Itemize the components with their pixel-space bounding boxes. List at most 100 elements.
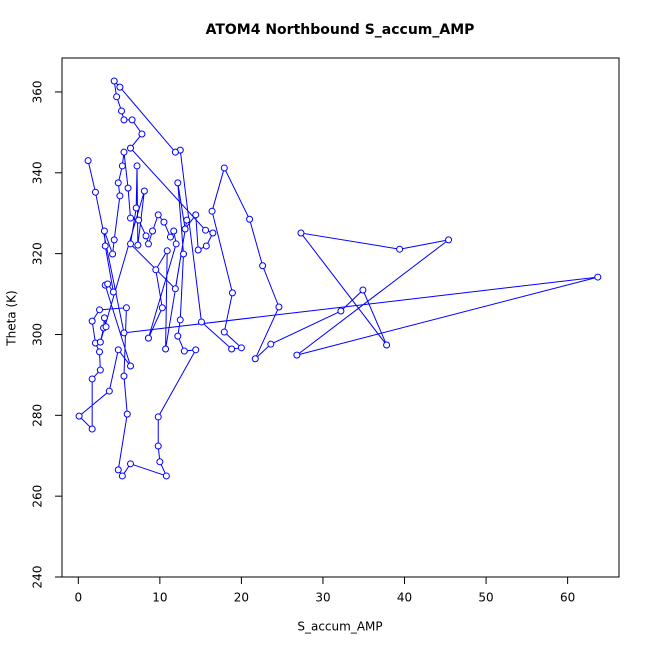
y-tick-label: 240 — [31, 566, 45, 589]
x-tick-label: 10 — [152, 591, 167, 605]
y-tick-label: 260 — [31, 485, 45, 508]
data-point — [100, 227, 108, 235]
data-point — [160, 218, 168, 226]
data-point — [96, 348, 104, 356]
data-point — [149, 227, 157, 235]
data-point — [120, 372, 128, 380]
x-tick-label: 40 — [397, 591, 412, 605]
y-tick-label: 360 — [31, 81, 45, 104]
data-point — [228, 289, 236, 297]
x-tick-label: 50 — [478, 591, 493, 605]
data-point — [127, 214, 135, 222]
data-point — [135, 216, 143, 224]
data-point — [170, 227, 178, 235]
data-point — [156, 458, 164, 466]
data-point — [105, 387, 113, 395]
data-point — [96, 366, 104, 374]
data-point — [110, 236, 118, 244]
data-point — [275, 303, 283, 311]
data-point — [104, 280, 112, 288]
y-tick-label: 280 — [31, 404, 45, 427]
data-point — [88, 317, 96, 325]
plot-frame — [61, 57, 620, 578]
data-point — [172, 240, 180, 248]
data-point — [120, 148, 128, 156]
data-point — [133, 162, 141, 170]
data-point — [127, 144, 135, 152]
data-point — [118, 472, 126, 480]
data-point — [171, 285, 179, 293]
data-point — [202, 226, 210, 234]
data-point — [96, 338, 104, 346]
data-point — [267, 340, 275, 348]
data-point — [122, 304, 130, 312]
data-point — [114, 179, 122, 187]
data-point — [134, 241, 142, 249]
data-point — [297, 229, 305, 237]
data-point — [220, 164, 228, 172]
x-tick-label: 0 — [74, 591, 82, 605]
data-point — [197, 318, 205, 326]
data-point — [396, 245, 404, 253]
data-point — [180, 347, 188, 355]
data-point — [246, 215, 254, 223]
data-point — [220, 328, 228, 336]
data-point — [259, 262, 267, 270]
data-point — [109, 288, 117, 296]
data-point — [237, 344, 245, 352]
data-point — [594, 273, 602, 281]
data-point — [140, 187, 148, 195]
data-point — [174, 332, 182, 340]
chart-title: ATOM4 Northbound S_accum_AMP — [206, 22, 475, 38]
x-tick-label: 20 — [234, 591, 249, 605]
data-point — [383, 341, 391, 349]
data-point — [118, 162, 126, 170]
data-point — [174, 179, 182, 187]
data-point — [154, 413, 162, 421]
data-point — [100, 314, 108, 322]
data-point — [110, 77, 118, 85]
data-point — [162, 472, 170, 480]
y-tick-label: 340 — [31, 161, 45, 184]
data-point — [128, 116, 136, 124]
data-point — [138, 130, 146, 138]
data-point — [154, 442, 162, 450]
data-point — [176, 316, 184, 324]
data-point — [113, 93, 121, 101]
data-point — [127, 240, 135, 248]
data-point — [202, 242, 210, 250]
data-point — [118, 107, 126, 115]
y-axis-label: Theta (K) — [5, 290, 19, 346]
data-point — [171, 148, 179, 156]
data-point — [194, 246, 202, 254]
data-point — [158, 304, 166, 312]
data-point — [251, 355, 259, 363]
data-point — [101, 242, 109, 250]
data-point — [88, 425, 96, 433]
x-tick-label: 60 — [560, 591, 575, 605]
data-point — [445, 236, 453, 244]
data-point — [142, 232, 150, 240]
data-point — [144, 240, 152, 248]
data-point — [152, 266, 160, 274]
data-point — [209, 229, 217, 237]
data-point — [75, 412, 83, 420]
data-point — [120, 116, 128, 124]
data-point — [228, 345, 236, 353]
data-point — [91, 188, 99, 196]
data-point — [154, 211, 162, 219]
data-point — [163, 247, 171, 255]
data-point — [96, 306, 104, 314]
x-tick-label: 30 — [315, 591, 330, 605]
data-point — [293, 351, 301, 359]
data-point — [114, 346, 122, 354]
y-tick-label: 300 — [31, 323, 45, 346]
x-axis-label: S_accum_AMP — [297, 620, 382, 634]
data-point — [116, 192, 124, 200]
data-point — [162, 345, 170, 353]
data-point — [166, 233, 174, 241]
data-point — [180, 250, 188, 258]
data-point — [132, 204, 140, 212]
